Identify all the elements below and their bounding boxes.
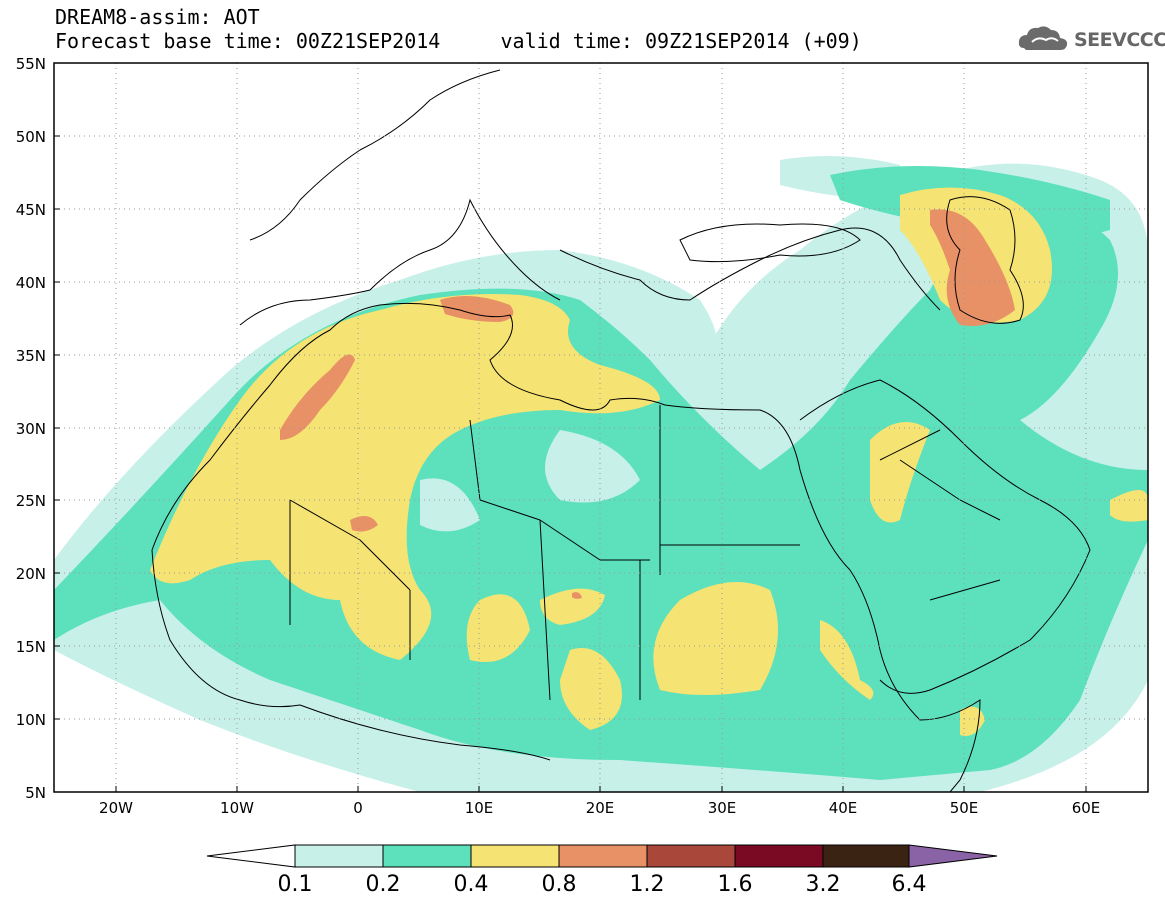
lon-label: 20W <box>99 799 133 817</box>
lat-label: 20N <box>15 565 46 583</box>
lat-label: 40N <box>15 274 46 292</box>
lat-label: 45N <box>15 201 46 219</box>
colorbar-label: 0.4 <box>453 872 489 897</box>
colorbar-label: 0.1 <box>277 872 313 897</box>
colorbar-label: 3.2 <box>805 872 841 897</box>
lon-label: 50E <box>949 799 979 817</box>
lon-label: 10E <box>464 799 494 817</box>
colorbar-min-arrow <box>206 844 296 868</box>
lon-label: 20E <box>585 799 615 817</box>
colorbar-label: 6.4 <box>891 872 927 897</box>
aot-contours <box>54 156 1148 792</box>
lat-label: 15N <box>15 638 46 656</box>
lat-label: 10N <box>15 711 46 729</box>
colorbar-label: 0.2 <box>365 872 401 897</box>
lon-label: 0 <box>353 799 363 817</box>
lon-label: 60E <box>1071 799 1101 817</box>
map-title: DREAM8-assim: AOT <box>55 5 260 29</box>
colorbar <box>206 844 998 868</box>
lat-label: 5N <box>25 784 46 802</box>
colorbar-bin <box>558 844 648 868</box>
lat-label: 55N <box>15 55 46 73</box>
colorbar-label: 1.2 <box>629 872 665 897</box>
lat-label: 35N <box>15 347 46 365</box>
colorbar-bin <box>822 844 910 868</box>
colorbar-bin <box>382 844 472 868</box>
lon-label: 30E <box>707 799 737 817</box>
coastlines-borders <box>151 69 1091 792</box>
lon-label: 10W <box>220 799 254 817</box>
lat-label: 50N <box>15 128 46 146</box>
logo-text: SEEVCCC <box>1074 29 1165 51</box>
cloud-icon <box>1018 26 1068 50</box>
lat-label: 30N <box>15 420 46 438</box>
colorbar-bin <box>294 844 384 868</box>
axis-ticks <box>54 62 1087 793</box>
colorbar-label: 0.8 <box>541 872 577 897</box>
colorbar-bin <box>646 844 736 868</box>
lon-label: 40E <box>828 799 858 817</box>
lat-label: 25N <box>15 492 46 510</box>
colorbar-label: 1.6 <box>717 872 753 897</box>
colorbar-bin <box>470 844 560 868</box>
forecast-time-line: Forecast base time: 00Z21SEP2014 valid t… <box>55 29 862 53</box>
colorbar-max-arrow <box>908 844 998 868</box>
colorbar-bin <box>734 844 824 868</box>
